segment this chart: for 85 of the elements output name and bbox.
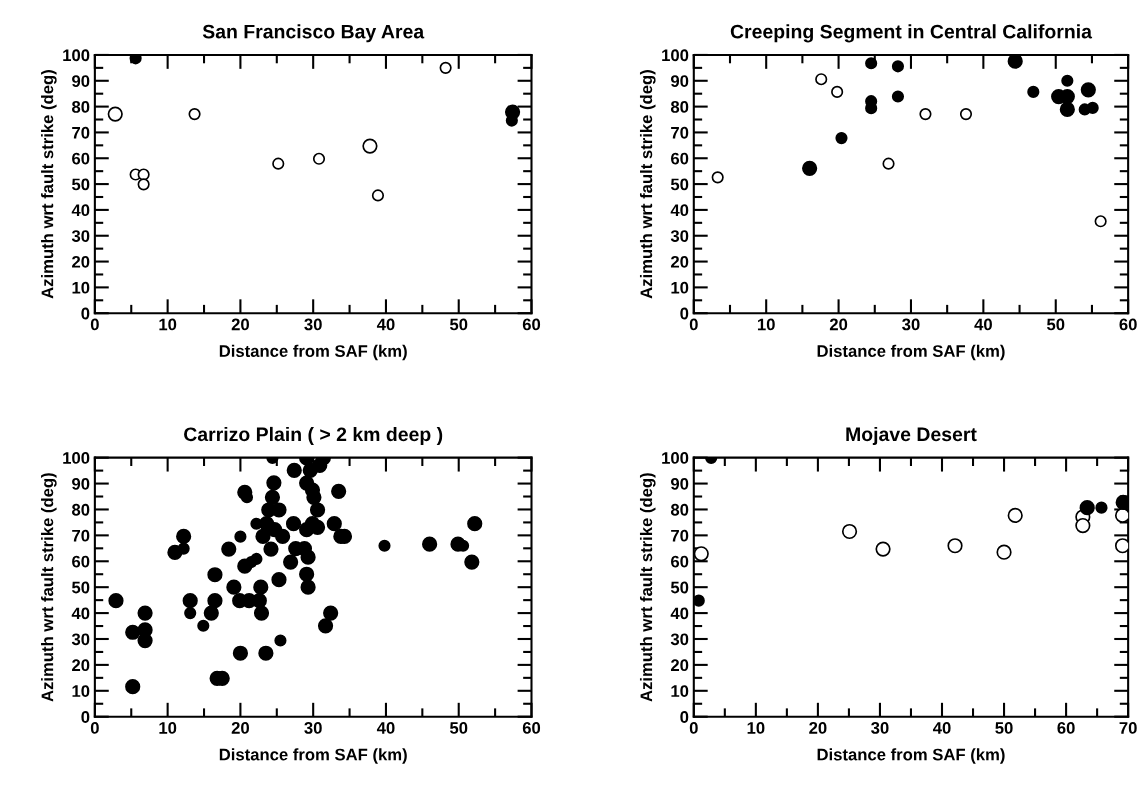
y-tick-label: 60 xyxy=(671,152,689,165)
y-tick-label: 20 xyxy=(72,659,90,672)
x-tick-label: 60 xyxy=(522,318,541,331)
chart-title: Creeping Segment in Central California xyxy=(730,24,1093,43)
y-tick-label: 90 xyxy=(72,477,90,490)
y-tick-label: 70 xyxy=(72,126,90,139)
x-axis-title: Distance from SAF (km) xyxy=(219,748,407,764)
y-tick-label: 70 xyxy=(671,126,689,139)
y-tick-label: 100 xyxy=(662,452,689,464)
y-tick-label: 40 xyxy=(71,607,90,620)
y-tick-label: 80 xyxy=(670,101,689,113)
x-tick-label: 0 xyxy=(90,722,99,734)
y-tick-label: 20 xyxy=(670,659,689,672)
x-tick-label: 30 xyxy=(871,722,889,734)
y-tick-label: 90 xyxy=(670,477,689,490)
x-axis-title: Distance from SAF (km) xyxy=(219,344,407,361)
y-tick-label: 30 xyxy=(71,230,90,242)
x-tick-label: 40 xyxy=(376,722,395,734)
y-axis-title: Azimuth wrt fault strike (deg) xyxy=(41,70,57,299)
y-tick-label: 70 xyxy=(72,529,90,542)
y-tick-label: 50 xyxy=(71,581,90,594)
x-tick-label: 30 xyxy=(304,318,322,331)
chart-title: Carrizo Plain ( > 2 km deep ) xyxy=(184,426,443,446)
x-tick-label: 20 xyxy=(231,722,249,734)
y-tick-label: 0 xyxy=(680,307,689,320)
y-tick-label: 100 xyxy=(63,452,90,464)
y-tick-label: 10 xyxy=(72,281,90,294)
x-tick-label: 20 xyxy=(809,722,827,734)
x-tick-label: 70 xyxy=(1119,722,1137,734)
y-tick-label: 0 xyxy=(81,711,90,723)
y-tick-label: 80 xyxy=(72,503,90,516)
y-axis-title: Azimuth wrt fault strike (deg) xyxy=(41,473,57,702)
y-tick-label: 10 xyxy=(72,685,90,697)
x-tick-label: 60 xyxy=(522,722,541,734)
chart-title: San Francisco Bay Area xyxy=(202,24,425,43)
x-tick-label: 50 xyxy=(995,722,1013,734)
y-tick-label: 40 xyxy=(670,204,689,217)
y-axis-title: Azimuth wrt fault strike (deg) xyxy=(639,70,656,299)
x-tick-label: 50 xyxy=(449,318,468,331)
y-tick-label: 60 xyxy=(72,152,90,165)
x-tick-label: 10 xyxy=(159,318,177,331)
x-tick-label: 60 xyxy=(1119,318,1137,331)
x-tick-label: 40 xyxy=(932,722,951,734)
y-tick-label: 40 xyxy=(71,204,90,217)
y-tick-label: 0 xyxy=(680,711,689,723)
x-tick-label: 60 xyxy=(1057,722,1075,734)
x-tick-label: 40 xyxy=(376,318,395,331)
y-tick-label: 70 xyxy=(671,529,689,542)
x-tick-label: 30 xyxy=(902,318,920,331)
y-tick-label: 100 xyxy=(662,49,689,62)
x-tick-label: 40 xyxy=(974,318,992,331)
y-tick-label: 0 xyxy=(81,307,90,320)
y-tick-label: 30 xyxy=(71,633,90,646)
y-tick-label: 20 xyxy=(670,255,689,268)
y-tick-label: 90 xyxy=(72,75,90,87)
y-tick-label: 90 xyxy=(670,75,689,87)
x-tick-label: 50 xyxy=(449,722,468,734)
y-tick-label: 10 xyxy=(671,281,689,294)
x-tick-label: 10 xyxy=(159,722,177,734)
x-axis-title: Distance from SAF (km) xyxy=(817,748,1005,764)
x-tick-label: 0 xyxy=(689,722,698,734)
y-tick-label: 50 xyxy=(71,178,90,191)
y-tick-label: 10 xyxy=(671,685,689,697)
y-tick-label: 100 xyxy=(63,49,90,62)
y-tick-label: 30 xyxy=(670,230,689,242)
y-tick-label: 80 xyxy=(72,101,90,113)
y-tick-label: 30 xyxy=(670,633,689,646)
x-tick-label: 10 xyxy=(757,318,775,331)
y-tick-label: 50 xyxy=(670,178,689,191)
x-tick-label: 10 xyxy=(747,722,765,734)
y-tick-label: 40 xyxy=(670,607,689,620)
x-axis-title: Distance from SAF (km) xyxy=(817,344,1005,361)
x-tick-label: 20 xyxy=(231,318,249,331)
y-axis-title: Azimuth wrt fault strike (deg) xyxy=(639,473,656,702)
x-tick-label: 0 xyxy=(90,318,99,331)
x-tick-label: 0 xyxy=(689,318,698,331)
x-tick-label: 50 xyxy=(1047,318,1065,331)
y-tick-label: 20 xyxy=(72,255,90,268)
x-tick-label: 20 xyxy=(829,318,848,331)
y-tick-label: 60 xyxy=(72,555,90,568)
y-tick-label: 80 xyxy=(670,503,689,516)
chart-title: Mojave Desert xyxy=(846,426,977,446)
y-tick-label: 50 xyxy=(670,581,689,594)
y-tick-label: 60 xyxy=(671,555,689,568)
x-tick-label: 30 xyxy=(304,722,322,734)
